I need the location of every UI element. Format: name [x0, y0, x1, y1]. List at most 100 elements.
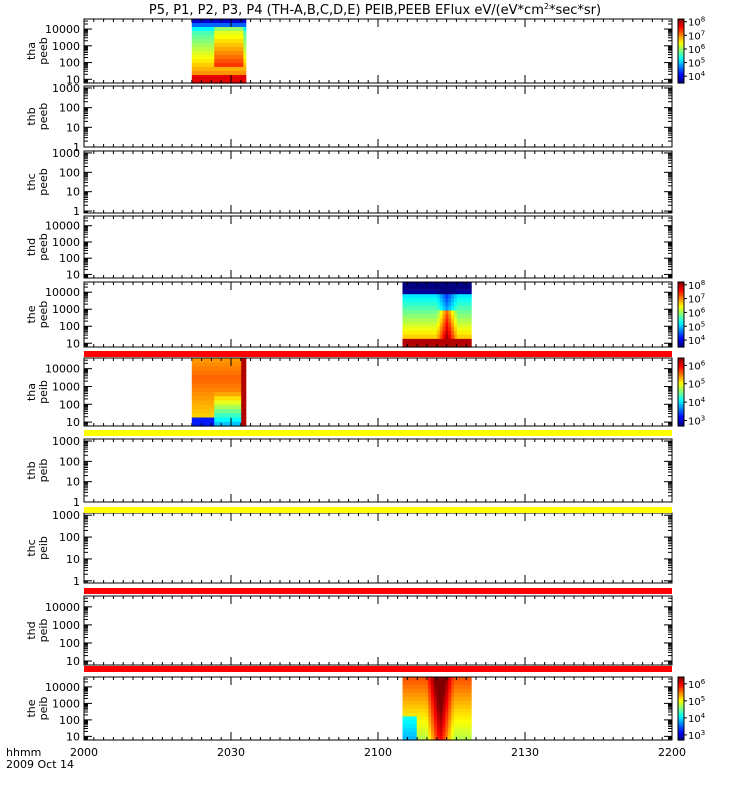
colorbar-tick-label: 104 [688, 712, 706, 725]
heatmap-cell [408, 736, 412, 741]
heatmap-cell [465, 318, 469, 324]
heatmap-cell [419, 708, 424, 714]
heatmap-cell [453, 322, 458, 328]
heatmap-cell [207, 379, 211, 385]
heatmap-cell [198, 370, 202, 376]
heatmap-cell [453, 736, 458, 741]
heatmap-cell [453, 318, 458, 324]
heatmap-cell [243, 383, 247, 389]
heatmap-cell [462, 684, 466, 690]
heatmap-cell [243, 27, 247, 32]
heatmap-cell [448, 306, 452, 312]
heatmap-cell [200, 67, 204, 72]
heatmap-cell [223, 63, 227, 68]
heatmap-cell [225, 23, 229, 28]
heatmap-cell [411, 294, 415, 299]
colorbar-swatch [678, 414, 684, 417]
colorbar-swatch [678, 419, 684, 422]
heatmap-cell [416, 696, 421, 702]
heatmap-cell [459, 692, 464, 698]
heatmap-cell [425, 306, 429, 312]
panel-label-instrument: peib [37, 536, 50, 560]
heatmap-cell [236, 63, 240, 68]
heatmap-cell [232, 63, 236, 68]
heatmap-cell [439, 677, 444, 682]
heatmap-cell [405, 310, 409, 316]
heatmap-cell [445, 298, 449, 303]
heatmap-cell [419, 330, 424, 336]
heatmap-cell [207, 71, 211, 76]
heatmap-cell [468, 680, 472, 686]
heatmap-cell [243, 370, 247, 376]
heatmap-cell [448, 712, 452, 717]
heatmap-cell [411, 680, 415, 686]
colorbar-tick-label: 105 [688, 378, 705, 391]
heatmap-cell [234, 23, 238, 28]
heatmap-cell [439, 708, 444, 714]
heatmap-cell [445, 716, 449, 721]
y-tick-label: 10 [66, 416, 80, 429]
heatmap-cell [416, 680, 421, 686]
heatmap-cell [212, 387, 215, 393]
heatmap-cell [445, 294, 449, 299]
heatmap-cell [459, 294, 464, 299]
y-tick-label: 100 [59, 637, 80, 650]
heatmap-cell [462, 290, 466, 295]
heatmap-cell [468, 700, 472, 706]
heatmap-cell [200, 409, 204, 414]
heatmap-cell [453, 680, 458, 686]
colorbar-swatch [678, 296, 684, 299]
heatmap-cell [212, 23, 215, 28]
heatmap-cell [241, 404, 245, 410]
heatmap-cell [453, 330, 458, 336]
heatmap-cell [451, 720, 455, 725]
colorbar-swatch [678, 708, 684, 711]
heatmap-cell [191, 27, 195, 32]
heatmap-cell [451, 692, 455, 698]
heatmap-cell [453, 700, 458, 706]
heatmap-cell [439, 286, 444, 291]
heatmap-cell [439, 720, 444, 725]
heatmap-cell [214, 409, 218, 414]
heatmap-cell [431, 684, 435, 690]
heatmap-cell [243, 59, 247, 64]
heatmap-cell [402, 720, 406, 725]
heatmap-cell [405, 692, 409, 698]
heatmap-cell [207, 67, 211, 72]
heatmap-cell [238, 59, 242, 64]
y-tick-label: 100 [59, 455, 80, 468]
heatmap-cell [448, 724, 452, 729]
colorbar-swatch [678, 324, 684, 327]
heatmap-cell [436, 282, 441, 287]
heatmap-cell [207, 79, 211, 84]
heatmap-cell [411, 692, 415, 698]
colorbar-swatch [678, 717, 684, 721]
heatmap-cell [229, 63, 233, 68]
heatmap-cell [456, 298, 461, 303]
heatmap-cell [428, 708, 432, 714]
heatmap-cell [408, 677, 412, 682]
heatmap-cell [232, 387, 236, 393]
heatmap-cell [227, 39, 231, 44]
heatmap-cell [221, 43, 224, 48]
heatmap-cell [428, 688, 432, 694]
heatmap-cell [402, 334, 406, 340]
heatmap-cell [433, 708, 438, 714]
heatmap-cell [451, 680, 455, 686]
heatmap-cell [413, 712, 418, 717]
heatmap-cell [212, 409, 215, 414]
heatmap-cell [445, 326, 449, 332]
heatmap-cell [411, 290, 415, 295]
heatmap-cell [243, 417, 247, 423]
heatmap-cell [433, 282, 438, 287]
heatmap-cell [227, 63, 231, 68]
heatmap-cell [218, 404, 222, 410]
heatmap-cell [439, 322, 444, 328]
heatmap-cell [221, 27, 224, 32]
heatmap-cell [227, 379, 231, 385]
colorbar-swatch [678, 334, 684, 337]
heatmap-cell [243, 404, 247, 410]
heatmap-cell [416, 728, 421, 733]
colorbar-swatch [678, 697, 684, 700]
heatmap-cell [200, 43, 204, 48]
